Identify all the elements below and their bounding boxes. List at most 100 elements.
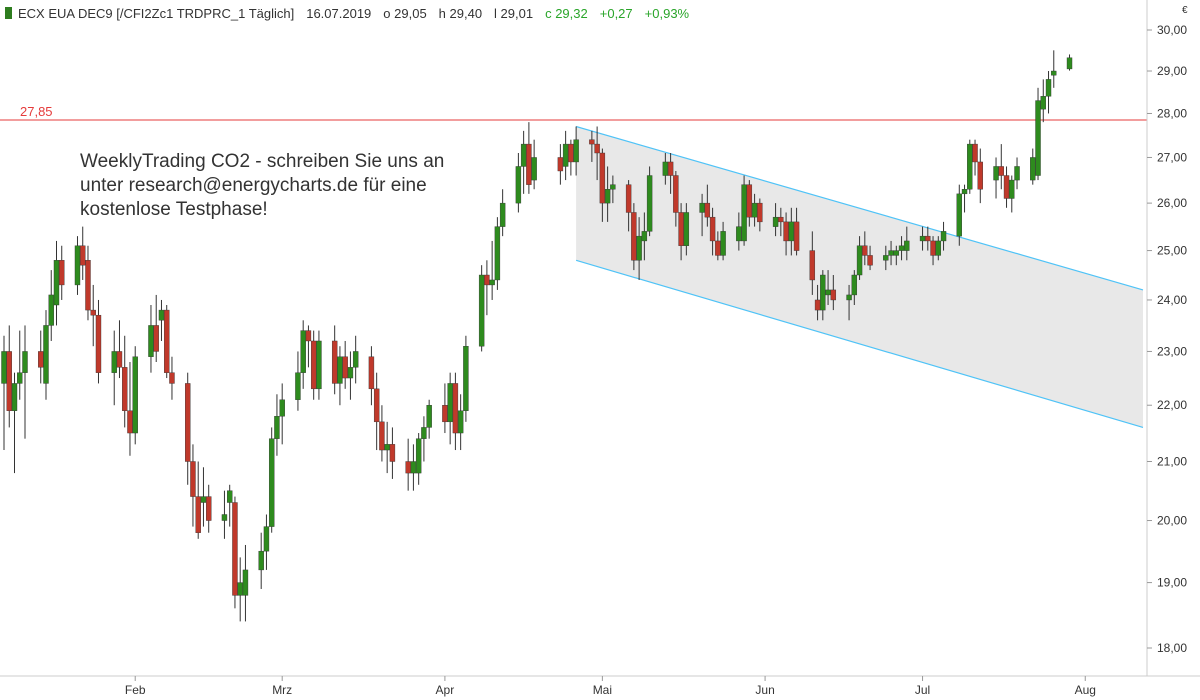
candle	[520, 130, 527, 194]
candle	[720, 221, 726, 261]
candle-body	[17, 372, 23, 384]
candle-body	[825, 289, 831, 296]
candle	[279, 383, 285, 445]
candle-body	[342, 356, 348, 379]
y-tick-label: 24,00	[1157, 293, 1187, 307]
candle	[478, 265, 485, 352]
candle	[531, 139, 537, 190]
candle	[158, 299, 165, 341]
candle	[268, 427, 275, 533]
candle-body	[463, 346, 469, 411]
candle	[683, 203, 690, 256]
candle-body	[148, 325, 154, 357]
candle	[237, 557, 243, 622]
candle-body	[1009, 179, 1015, 199]
candle-body	[305, 330, 312, 342]
candle	[410, 444, 417, 491]
candle-body	[715, 240, 721, 256]
candle-body	[830, 289, 837, 301]
candle	[442, 383, 448, 434]
currency-label: €	[1182, 5, 1188, 16]
candle-body	[1045, 79, 1052, 97]
candle	[888, 240, 894, 266]
candle	[625, 180, 632, 232]
candle-body	[531, 157, 537, 181]
candle	[169, 356, 175, 400]
candle-body	[704, 202, 711, 218]
x-tick-label: Mai	[593, 683, 612, 697]
candle-body	[258, 550, 264, 571]
candle	[1030, 148, 1036, 185]
candle	[368, 346, 375, 406]
y-tick-label: 21,00	[1157, 455, 1187, 469]
candle-body	[709, 216, 716, 242]
candle-body	[90, 309, 96, 316]
candle	[846, 284, 852, 321]
candle-body	[904, 240, 910, 251]
candle-body	[562, 143, 569, 167]
candle	[127, 362, 133, 456]
candle	[415, 433, 422, 485]
candle	[977, 148, 983, 204]
candle-body	[751, 202, 758, 218]
candle	[38, 330, 44, 384]
candle	[1040, 79, 1046, 123]
candle	[599, 148, 606, 222]
candle-body	[919, 235, 926, 242]
candle	[830, 275, 837, 311]
candle-body	[447, 383, 453, 423]
candle	[993, 157, 999, 199]
candle	[562, 130, 569, 181]
candle	[95, 299, 102, 384]
candle-body	[242, 569, 249, 596]
candle	[22, 325, 28, 439]
candle-body	[164, 309, 170, 373]
candle-body	[814, 299, 821, 311]
candle	[893, 245, 900, 266]
candle-body	[809, 250, 816, 281]
candle-body	[200, 496, 207, 503]
candle-body	[85, 260, 91, 311]
candle	[557, 144, 564, 185]
candle-body	[641, 231, 648, 242]
candle	[515, 152, 522, 213]
candle	[662, 152, 669, 185]
candle-body	[888, 250, 894, 256]
x-tick-label: Jul	[915, 683, 930, 697]
candle-body	[599, 152, 606, 204]
candle-body	[520, 143, 527, 167]
candle	[494, 217, 501, 290]
candle-body	[316, 340, 322, 390]
candle	[6, 325, 12, 428]
candle-body	[122, 367, 128, 411]
candle	[709, 207, 716, 256]
candle-body	[883, 255, 889, 261]
candle	[11, 372, 18, 474]
candle	[1009, 175, 1015, 213]
candle-body	[1051, 70, 1057, 76]
candle-body	[594, 143, 600, 154]
date-label: 16.07.2019	[306, 5, 372, 21]
candle-body	[673, 175, 679, 213]
candle-body	[820, 274, 826, 311]
candle	[883, 245, 889, 271]
candle	[379, 405, 385, 462]
candle	[589, 130, 595, 162]
candle-body	[53, 260, 60, 306]
candle	[809, 231, 816, 295]
candle-body	[59, 260, 65, 286]
candle	[185, 372, 191, 485]
candle-body	[625, 184, 632, 213]
candle-body	[499, 202, 506, 227]
high-value: h 29,40	[438, 5, 483, 21]
candle	[43, 310, 49, 400]
close-value: c 29,32	[545, 5, 588, 21]
candle-body	[1035, 100, 1041, 176]
candle	[463, 335, 469, 422]
candle	[122, 335, 128, 428]
candle	[111, 330, 117, 406]
candle	[206, 484, 212, 533]
open-value: o 29,05	[383, 5, 427, 21]
candle	[610, 175, 616, 204]
